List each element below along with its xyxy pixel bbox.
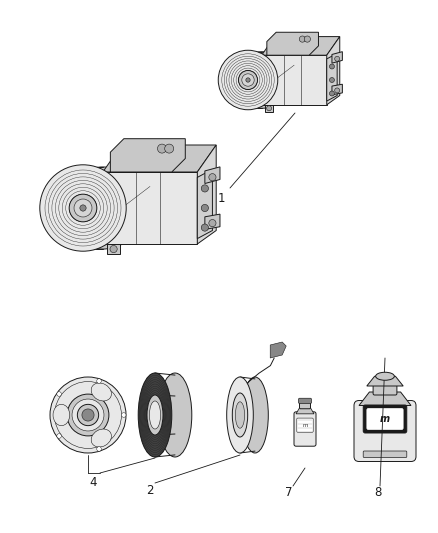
Text: 7: 7 (285, 487, 293, 499)
Circle shape (267, 106, 272, 111)
FancyBboxPatch shape (367, 408, 403, 430)
Ellipse shape (69, 194, 97, 222)
Circle shape (57, 434, 61, 438)
FancyBboxPatch shape (373, 384, 397, 395)
Polygon shape (110, 139, 185, 172)
Ellipse shape (149, 401, 161, 429)
Ellipse shape (233, 52, 290, 108)
Ellipse shape (80, 205, 86, 211)
Ellipse shape (242, 377, 268, 453)
Ellipse shape (232, 393, 248, 437)
Polygon shape (103, 145, 216, 172)
Circle shape (304, 36, 311, 42)
Text: m: m (380, 414, 390, 424)
Circle shape (201, 185, 208, 192)
Ellipse shape (53, 405, 70, 426)
Ellipse shape (227, 377, 253, 453)
Ellipse shape (218, 50, 278, 110)
Circle shape (72, 399, 104, 431)
Polygon shape (205, 167, 220, 183)
Ellipse shape (242, 74, 254, 86)
Circle shape (201, 224, 208, 231)
Text: 1: 1 (217, 191, 225, 205)
Circle shape (329, 77, 335, 83)
Ellipse shape (147, 395, 163, 435)
Circle shape (209, 174, 216, 181)
FancyBboxPatch shape (300, 401, 311, 409)
Ellipse shape (235, 402, 244, 428)
Polygon shape (327, 53, 337, 101)
Ellipse shape (376, 372, 394, 380)
Circle shape (299, 36, 305, 42)
Circle shape (329, 64, 335, 69)
Polygon shape (205, 214, 220, 229)
FancyBboxPatch shape (363, 405, 407, 433)
Polygon shape (261, 55, 327, 105)
Polygon shape (197, 145, 216, 244)
FancyBboxPatch shape (363, 451, 407, 457)
Ellipse shape (62, 167, 144, 249)
Polygon shape (261, 37, 340, 55)
FancyBboxPatch shape (354, 400, 416, 462)
FancyBboxPatch shape (299, 398, 311, 403)
Text: 4: 4 (89, 477, 97, 489)
Text: 2: 2 (146, 484, 154, 497)
Ellipse shape (158, 373, 192, 457)
Ellipse shape (40, 165, 126, 251)
Polygon shape (332, 84, 343, 95)
Circle shape (82, 409, 94, 421)
FancyBboxPatch shape (297, 418, 313, 432)
Circle shape (57, 392, 61, 396)
Ellipse shape (91, 429, 111, 447)
Circle shape (121, 413, 126, 417)
Circle shape (329, 91, 335, 96)
Polygon shape (265, 105, 273, 112)
Circle shape (110, 245, 117, 253)
FancyBboxPatch shape (294, 412, 316, 446)
Polygon shape (327, 37, 340, 105)
Circle shape (50, 377, 126, 453)
Circle shape (78, 405, 99, 426)
Circle shape (335, 56, 339, 61)
Circle shape (209, 220, 216, 227)
Polygon shape (296, 407, 314, 414)
Circle shape (201, 204, 208, 212)
Circle shape (335, 88, 339, 93)
Polygon shape (332, 52, 343, 63)
Circle shape (97, 447, 101, 451)
Polygon shape (359, 392, 411, 406)
Ellipse shape (91, 383, 111, 401)
Circle shape (165, 144, 174, 153)
Polygon shape (267, 33, 318, 55)
Polygon shape (367, 376, 403, 386)
Polygon shape (107, 244, 120, 254)
Circle shape (67, 394, 109, 436)
Ellipse shape (246, 78, 250, 82)
Polygon shape (197, 169, 212, 239)
Ellipse shape (238, 70, 258, 90)
Text: 8: 8 (374, 487, 381, 499)
Circle shape (97, 379, 101, 383)
Polygon shape (103, 172, 197, 244)
Polygon shape (270, 342, 286, 358)
Ellipse shape (138, 373, 172, 457)
Circle shape (158, 144, 166, 153)
Ellipse shape (74, 199, 92, 217)
Text: m: m (302, 423, 308, 427)
